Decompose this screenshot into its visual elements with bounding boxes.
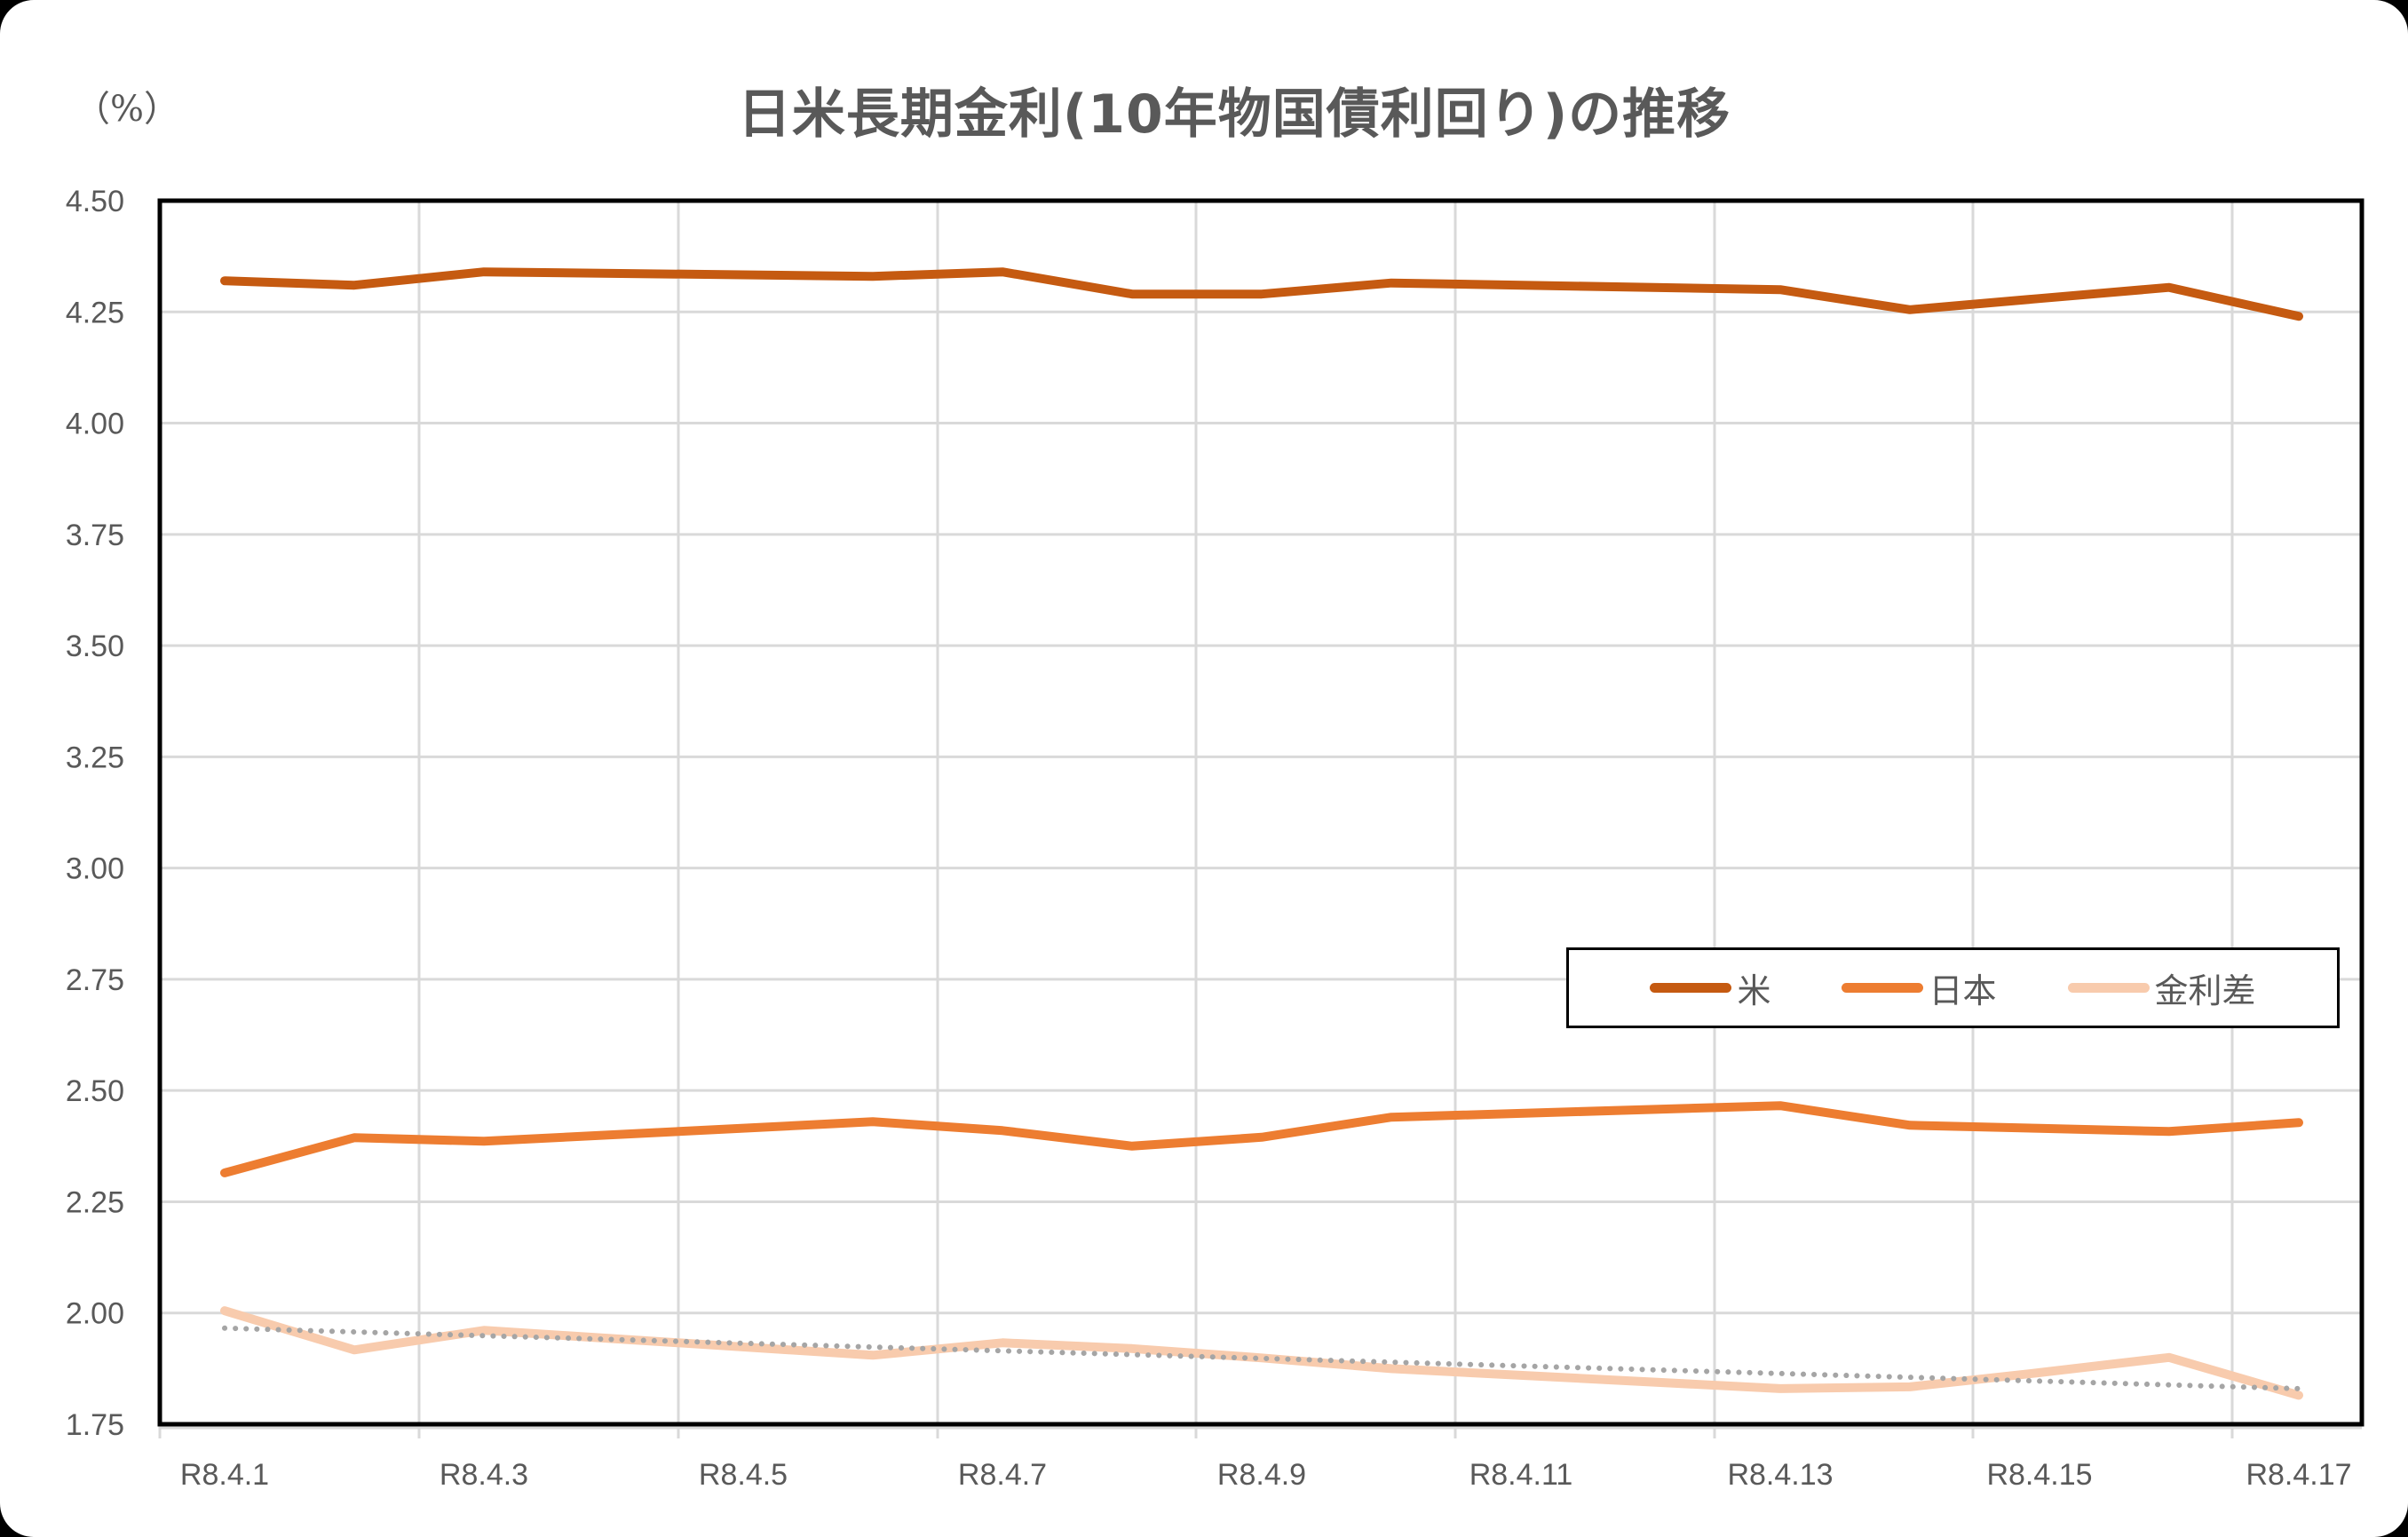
y-tick-label: 2.25 xyxy=(66,1185,124,1219)
x-tick-label: R8.4.13 xyxy=(1727,1458,1833,1492)
y-tick-label: 2.75 xyxy=(66,963,124,997)
y-tick-label: 4.00 xyxy=(66,408,124,441)
legend-item-japan: 日本 xyxy=(1842,963,1997,1012)
x-tick-label: R8.4.5 xyxy=(699,1458,788,1492)
legend: 米 日本 金利差 xyxy=(1566,947,2340,1028)
x-tick-label: R8.4.7 xyxy=(958,1458,1047,1492)
y-axis: 4.50 4.25 4.00 3.75 3.50 3.25 3.00 2.75 2.50 2.25… xyxy=(66,185,124,1442)
series-line-spread xyxy=(220,1306,2303,1400)
y-tick-label: 1.75 xyxy=(66,1408,124,1442)
legend-swatch-japan xyxy=(1842,983,1924,993)
legend-label-japan: 日本 xyxy=(1929,971,1997,1010)
y-tick-label: 3.25 xyxy=(66,741,124,774)
gridlines xyxy=(160,199,2362,1426)
y-tick-label: 2.00 xyxy=(66,1297,124,1331)
plot-area-frame xyxy=(157,198,2364,1427)
x-tick-label: R8.4.3 xyxy=(440,1458,528,1492)
x-tick-label: R8.4.1 xyxy=(180,1458,269,1492)
legend-swatch-spread xyxy=(2067,983,2150,993)
legend-swatch-us xyxy=(1650,983,1732,993)
x-axis: R8.4.1 R8.4.3 R8.4.5 R8.4.7 R8.4.9 R8.4.11 R8.… xyxy=(158,1424,2362,1492)
x-tick-label: R8.4.15 xyxy=(1986,1458,2092,1492)
y-tick-label: 4.50 xyxy=(66,185,124,218)
y-tick-label: 3.50 xyxy=(66,630,124,663)
series-line-us xyxy=(220,267,2303,321)
legend-item-us: 米 xyxy=(1650,963,1770,1012)
legend-label-spread: 金利差 xyxy=(2154,971,2256,1010)
y-tick-label: 4.25 xyxy=(66,296,124,329)
legend-label-us: 米 xyxy=(1737,971,1771,1010)
x-tick-label: R8.4.11 xyxy=(1469,1458,1573,1492)
x-tick-label: R8.4.17 xyxy=(2246,1458,2351,1492)
y-tick-label: 2.50 xyxy=(66,1074,124,1108)
series-line-japan xyxy=(220,1101,2303,1177)
y-tick-label: 3.75 xyxy=(66,519,124,552)
chart-title: 日米長期金利(10年物国債利回り)の推移 xyxy=(737,83,1731,146)
legend-item-spread: 金利差 xyxy=(2067,963,2256,1012)
y-axis-unit-label: （%） xyxy=(75,89,180,130)
series-lines xyxy=(220,267,2303,1400)
x-tick-label: R8.4.9 xyxy=(1217,1458,1306,1492)
y-tick-label: 3.00 xyxy=(66,852,124,886)
spread-trendline xyxy=(222,1325,2301,1391)
